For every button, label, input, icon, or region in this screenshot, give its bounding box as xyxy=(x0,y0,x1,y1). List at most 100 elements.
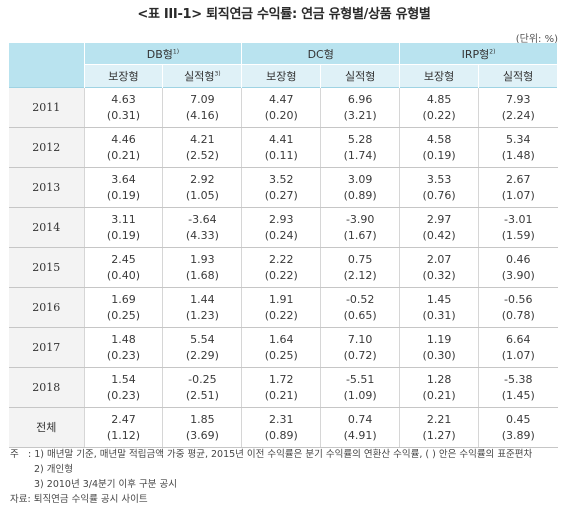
cell-return: -0.52 xyxy=(345,292,375,306)
table-cell: 1.85 (3.69) xyxy=(162,407,243,448)
cell-stddev: (0.24) xyxy=(264,228,298,242)
cell-stddev: (1.67) xyxy=(343,228,377,242)
table-row: 2017 1.48 (0.23) 5.54 (2.29) 1.64 (0.25) 7.10 (0… xyxy=(9,327,558,368)
cell-stddev: (0.31) xyxy=(106,108,140,122)
cell-return: 5.34 xyxy=(506,132,531,146)
cell-stddev: (3.69) xyxy=(185,428,219,442)
table-cell: 1.64 (0.25) xyxy=(241,327,322,368)
cell-return: 4.46 xyxy=(111,132,136,146)
table-cell: 1.28 (0.21) xyxy=(399,367,480,408)
row-year: 2017 xyxy=(9,327,85,368)
table-cell: 2.97 (0.42) xyxy=(399,207,480,248)
table-cell: 4.85 (0.22) xyxy=(399,87,480,128)
table-cell: 0.75 (2.12) xyxy=(320,247,401,288)
cell-return: -3.64 xyxy=(188,212,217,226)
cell-return: 2.47 xyxy=(111,412,136,426)
cell-return: 6.96 xyxy=(347,92,373,106)
cell-return: 5.28 xyxy=(347,132,373,146)
table-cell: -0.52 (0.65) xyxy=(320,287,401,328)
cell-stddev: (1.09) xyxy=(343,388,377,402)
cell-stddev: (0.22) xyxy=(264,268,298,282)
cell-return: 3.64 xyxy=(111,172,136,186)
cell-stddev: (3.21) xyxy=(343,108,377,122)
cell-return: 7.09 xyxy=(190,92,215,106)
cell-stddev: (0.22) xyxy=(422,108,456,122)
cell-stddev: (0.22) xyxy=(264,308,298,322)
cell-return: -5.38 xyxy=(504,372,533,386)
cell-return: 4.21 xyxy=(190,132,215,146)
row-year: 2016 xyxy=(9,287,85,328)
cell-stddev: (0.32) xyxy=(422,268,456,282)
cell-stddev: (0.72) xyxy=(343,348,377,362)
cell-stddev: (0.42) xyxy=(422,228,456,242)
table-cell: 7.10 (0.72) xyxy=(320,327,401,368)
cell-stddev: (0.25) xyxy=(264,348,298,362)
cell-return: 1.48 xyxy=(111,332,136,346)
table-cell: 4.63 (0.31) xyxy=(84,87,164,128)
cell-stddev: (0.20) xyxy=(264,108,298,122)
row-year: 2012 xyxy=(9,127,85,168)
cell-stddev: (1.12) xyxy=(106,428,140,442)
cell-return: 3.52 xyxy=(269,172,294,186)
header-group-row: DB형1) DC형 IRP형2) xyxy=(9,43,558,88)
table-title: <표 III-1> 퇴직연금 수익률: 연금 유형별/상품 유형별 xyxy=(137,7,431,22)
cell-return: 4.85 xyxy=(426,92,452,106)
cell-stddev: (0.23) xyxy=(106,388,140,402)
cell-stddev: (0.21) xyxy=(422,388,456,402)
table-cell: 2.22 (0.22) xyxy=(241,247,322,288)
cell-stddev: (0.65) xyxy=(343,308,377,322)
row-year: 2015 xyxy=(9,247,85,288)
table-cell: 3.09 (0.89) xyxy=(320,167,401,208)
table-cell: 1.44 (1.23) xyxy=(162,287,243,328)
cell-stddev: (2.52) xyxy=(185,148,219,162)
cell-return: 2.67 xyxy=(506,172,531,186)
table-cell: 7.09 (4.16) xyxy=(162,87,243,128)
footnote-2: 2) 개인형 xyxy=(34,464,73,475)
row-year: 2018 xyxy=(9,367,85,408)
table-cell: 1.91 (0.22) xyxy=(241,287,322,328)
table-cell: 2.45 (0.40) xyxy=(84,247,164,288)
table-cell: 2.67 (1.07) xyxy=(478,167,558,208)
table-row: 2016 1.69 (0.25) 1.44 (1.23) 1.91 (0.22) -0.52 (… xyxy=(9,287,558,328)
cell-stddev: (0.21) xyxy=(264,388,298,402)
cell-stddev: (0.23) xyxy=(106,348,140,362)
cell-stddev: (0.76) xyxy=(422,188,456,202)
table-cell: 5.34 (1.48) xyxy=(478,127,558,168)
table-cell: 2.93 (0.24) xyxy=(241,207,322,248)
cell-stddev: (2.51) xyxy=(185,388,219,402)
cell-return: -3.01 xyxy=(504,212,533,226)
cell-stddev: (0.19) xyxy=(422,148,456,162)
cell-return: 3.09 xyxy=(347,172,373,186)
table-cell: 6.96 (3.21) xyxy=(320,87,401,128)
cell-return: 7.93 xyxy=(506,92,531,106)
cell-return: 3.11 xyxy=(111,212,136,226)
header-sub: 보장형 xyxy=(399,64,480,88)
cell-return: 2.07 xyxy=(426,252,452,266)
cell-return: 4.58 xyxy=(426,132,452,146)
table-cell: 3.52 (0.27) xyxy=(241,167,322,208)
cell-stddev: (0.19) xyxy=(106,228,140,242)
cell-stddev: (0.11) xyxy=(264,148,298,162)
table-cell: -3.64 (4.33) xyxy=(162,207,243,248)
table-cell: 4.41 (0.11) xyxy=(241,127,322,168)
table-cell: 4.21 (2.52) xyxy=(162,127,243,168)
cell-stddev: (3.90) xyxy=(501,268,535,282)
cell-return: 2.22 xyxy=(269,252,294,266)
table-cell: -5.38 (1.45) xyxy=(478,367,558,408)
header-sub: 실적형3) xyxy=(162,64,243,88)
unit-label: (단위: %) xyxy=(515,34,558,45)
cell-return: 0.74 xyxy=(347,412,373,426)
table-row: 2012 4.46 (0.21) 4.21 (2.52) 4.41 (0.11) 5.28 (1… xyxy=(9,127,558,168)
cell-return: 0.75 xyxy=(347,252,373,266)
returns-table: DB형1) DC형 IRP형2) 보장형 실적형3) 보장형 실적형 보장형 실… xyxy=(9,43,558,448)
table-cell: 5.54 (2.29) xyxy=(162,327,243,368)
cell-return: 4.41 xyxy=(269,132,294,146)
footnotes: 주: 1) 매년말 기준, 매년말 적립금액 가중 평균, 2015년 이전 수… xyxy=(10,447,560,507)
table-row: 2013 3.64 (0.19) 2.92 (1.05) 3.52 (0.27) 3.09 (0… xyxy=(9,167,558,208)
cell-stddev: (1.05) xyxy=(185,188,219,202)
table-cell: 2.07 (0.32) xyxy=(399,247,480,288)
table-cell: 1.45 (0.31) xyxy=(399,287,480,328)
cell-return: 1.72 xyxy=(269,372,294,386)
cell-stddev: (1.74) xyxy=(343,148,377,162)
cell-return: 6.64 xyxy=(506,332,531,346)
